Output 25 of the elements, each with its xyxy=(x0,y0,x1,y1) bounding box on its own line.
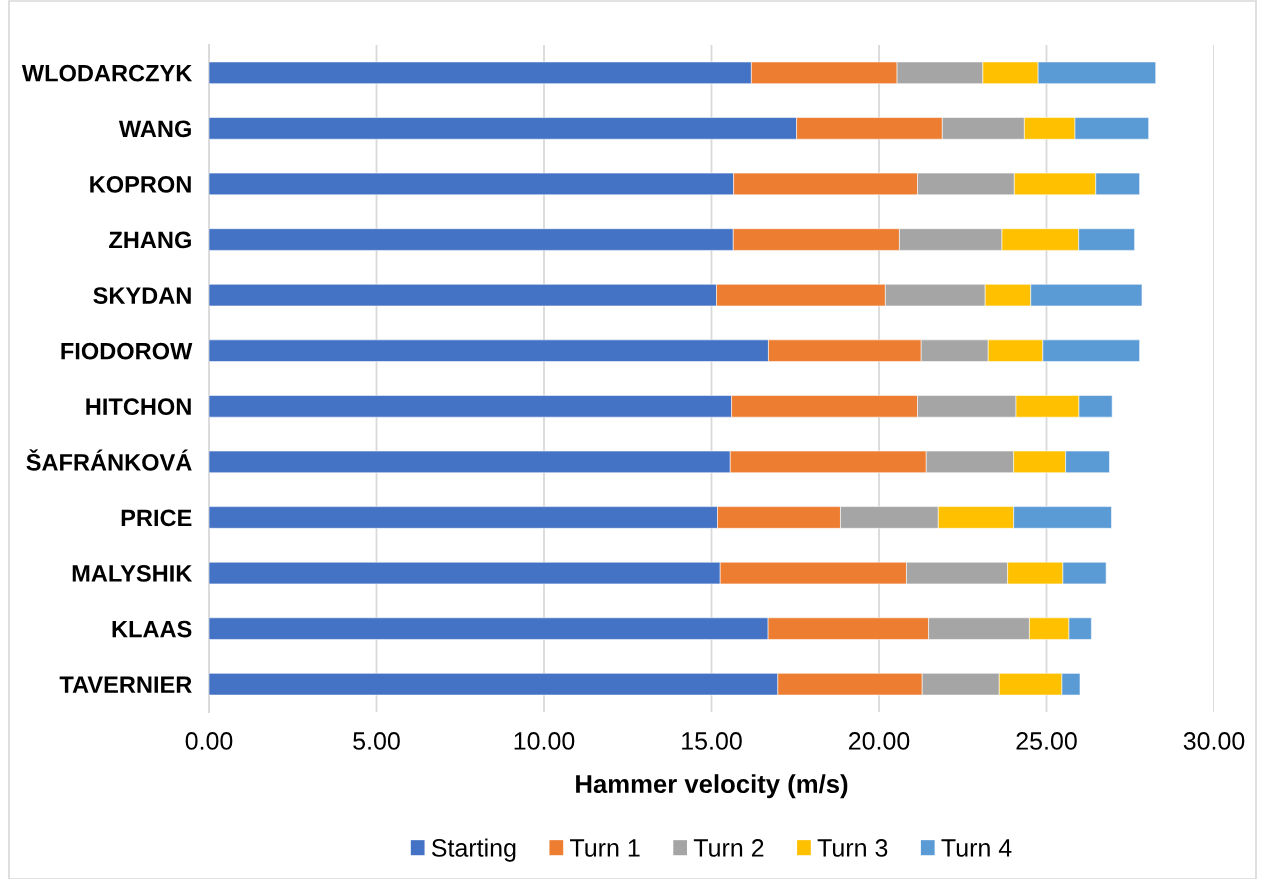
x-tick-label: 20.00 xyxy=(848,732,910,750)
y-tick-label: TAVERNIER xyxy=(59,676,192,693)
y-tick-label: WLODARCZYK xyxy=(21,64,193,82)
legend-label: Turn 2 xyxy=(693,839,764,857)
x-tick-label: 0.00 xyxy=(185,732,233,750)
y-tick-label: ŠAFRÁNKOVÁ xyxy=(26,449,192,471)
y-tick-label: SKYDAN xyxy=(93,287,191,304)
legend-label: Turn 4 xyxy=(941,839,1012,857)
x-axis-title: Hammer velocity (m/s) xyxy=(576,774,848,799)
x-tick-label: 30.00 xyxy=(1183,732,1245,750)
legend-label: Turn 3 xyxy=(817,839,888,857)
y-tick-label: PRICE xyxy=(121,509,192,527)
legend-label: Starting xyxy=(431,838,516,862)
y-tick-label: KLAAS xyxy=(112,620,192,638)
legend-label: Turn 1 xyxy=(570,839,640,857)
y-tick-label: HITCHON xyxy=(86,398,191,416)
y-tick-label: MALYSHIK xyxy=(72,565,193,582)
x-tick-label: 5.00 xyxy=(353,732,400,750)
y-tick-label: ZHANG xyxy=(109,231,191,249)
y-tick-label: FIODOROW xyxy=(61,342,193,360)
y-tick-label: WANG xyxy=(118,120,191,138)
x-tick-label: 25.00 xyxy=(1016,732,1077,750)
x-tick-label: 15.00 xyxy=(682,732,742,750)
x-tick-label: 10.00 xyxy=(514,732,575,750)
y-tick-label: KOPRON xyxy=(90,176,191,193)
